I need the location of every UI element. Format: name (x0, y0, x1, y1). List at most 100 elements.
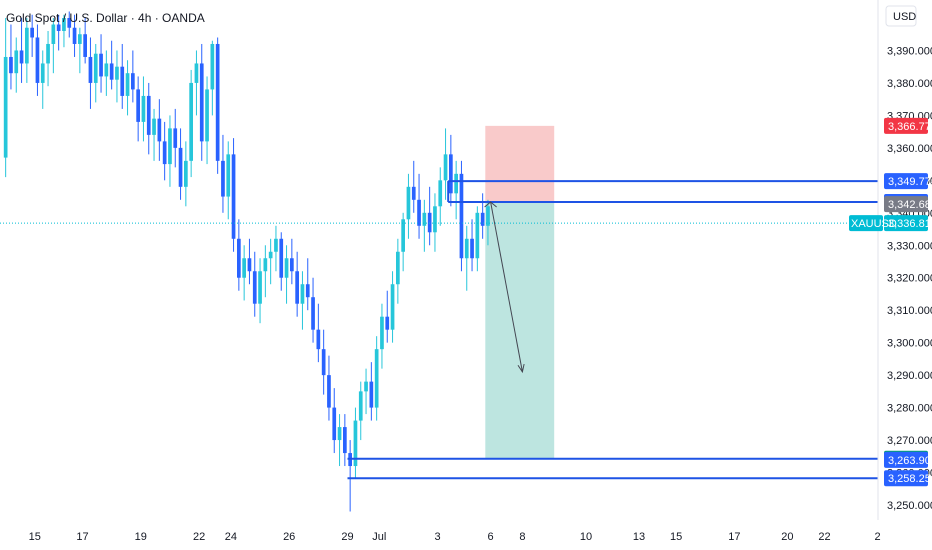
candle-body (449, 154, 453, 194)
candle (252, 251, 257, 317)
candle (486, 199, 490, 246)
candle-body (136, 89, 140, 122)
candle (263, 245, 268, 298)
take-profit-zone[interactable] (485, 201, 555, 459)
candle (274, 225, 278, 272)
candle-body (99, 53, 103, 77)
currency-button[interactable] (885, 5, 917, 27)
currency-label: USD (893, 11, 916, 23)
level-price-tag: 3,258.253 (884, 470, 932, 487)
candle (300, 271, 305, 330)
candle (35, 24, 40, 96)
level-price-tag-text: 3,342.684 (888, 199, 932, 211)
candle (184, 141, 188, 207)
candle (46, 30, 50, 87)
candle (438, 167, 443, 226)
candle (51, 18, 56, 74)
level-price-tag: 3,263.906 (884, 451, 932, 468)
candle-body (231, 154, 236, 239)
candle-body (3, 56, 8, 158)
projection-arrow[interactable] (484, 201, 525, 374)
stop-price-tag: 3,366.773 (884, 117, 932, 134)
y-tick-label: 3,290.000 (887, 370, 932, 382)
y-tick-label: 3,300.000 (887, 338, 932, 350)
candle (152, 108, 156, 161)
candle (194, 50, 199, 116)
candle-body (184, 160, 188, 187)
candle-body (411, 186, 416, 200)
candle (327, 355, 331, 421)
candle (62, 14, 66, 48)
stop-loss-zone[interactable] (485, 125, 555, 202)
candle-body (300, 284, 305, 304)
symbol-tag: XAUUSD (849, 215, 897, 232)
candle (295, 251, 299, 317)
candle (242, 245, 246, 301)
candle (173, 108, 178, 168)
candle-body (385, 316, 390, 330)
level-price-tag-text: 3,263.906 (888, 455, 932, 467)
arrow-tail[interactable] (484, 201, 497, 208)
candle (337, 414, 342, 467)
symbol-tag-text: XAUUSD (851, 218, 897, 230)
candle-body (178, 147, 183, 187)
candle-body (290, 258, 294, 272)
level-price-tag-text: 3,258.253 (888, 473, 932, 485)
candle (406, 173, 411, 239)
candle-body (401, 219, 405, 252)
arrow-shaft[interactable] (490, 201, 523, 372)
candle-body (274, 238, 278, 252)
horizontal-levels[interactable] (347, 180, 879, 480)
candle (401, 212, 405, 272)
candle (40, 50, 45, 109)
candle-body (337, 427, 342, 441)
time-axis[interactable]: 15 17 19 22 24 26 29 Jul 3 6 8 10 13 15 17 20 22 2 (29, 531, 881, 543)
stop-price-tag-bg (884, 117, 928, 134)
candle-body (30, 27, 34, 38)
candle-body (14, 50, 19, 74)
candle (364, 368, 368, 415)
price-tags: 3,366.7733,349.7743,343.3353,342.6843,26… (849, 117, 932, 487)
candle (332, 388, 337, 454)
candle-body (252, 271, 257, 304)
y-tick-label: 3,330.000 (887, 240, 932, 252)
candle (380, 303, 384, 369)
level-price-tag: 3,349.774 (884, 173, 932, 190)
candle-body (247, 258, 252, 272)
candle-body (189, 82, 193, 161)
candle (284, 245, 289, 304)
candle-body (406, 186, 411, 220)
level-price-tag-bg (884, 173, 928, 190)
candle (427, 186, 432, 246)
candle-body (427, 212, 432, 233)
candle (237, 219, 241, 291)
candle (78, 27, 82, 74)
x-tick-label: 20 (781, 531, 793, 543)
candle-body (40, 63, 45, 83)
candle-body (486, 206, 490, 226)
x-tick-label: 17 (728, 531, 740, 543)
candle-body (104, 63, 109, 77)
candle (141, 76, 146, 142)
candle (221, 134, 225, 213)
candle-body (295, 271, 299, 304)
candle (157, 99, 162, 161)
candle (348, 440, 352, 512)
candle-body (51, 24, 56, 44)
candle-body (268, 251, 273, 259)
candle (99, 34, 103, 93)
candle-body (417, 199, 421, 226)
candle-body (438, 180, 443, 207)
position-zones[interactable] (485, 125, 555, 459)
candle (417, 173, 421, 239)
x-tick-label: 24 (225, 531, 237, 543)
candle (290, 238, 294, 285)
arrow-head[interactable] (517, 363, 525, 374)
candle (396, 238, 400, 304)
candle-body (311, 297, 315, 330)
candle-body (157, 118, 162, 142)
price-axis[interactable]: 3,390.0003,380.0003,370.0003,360.0003,35… (887, 45, 932, 512)
candle-body (480, 212, 485, 226)
candle (168, 115, 172, 187)
